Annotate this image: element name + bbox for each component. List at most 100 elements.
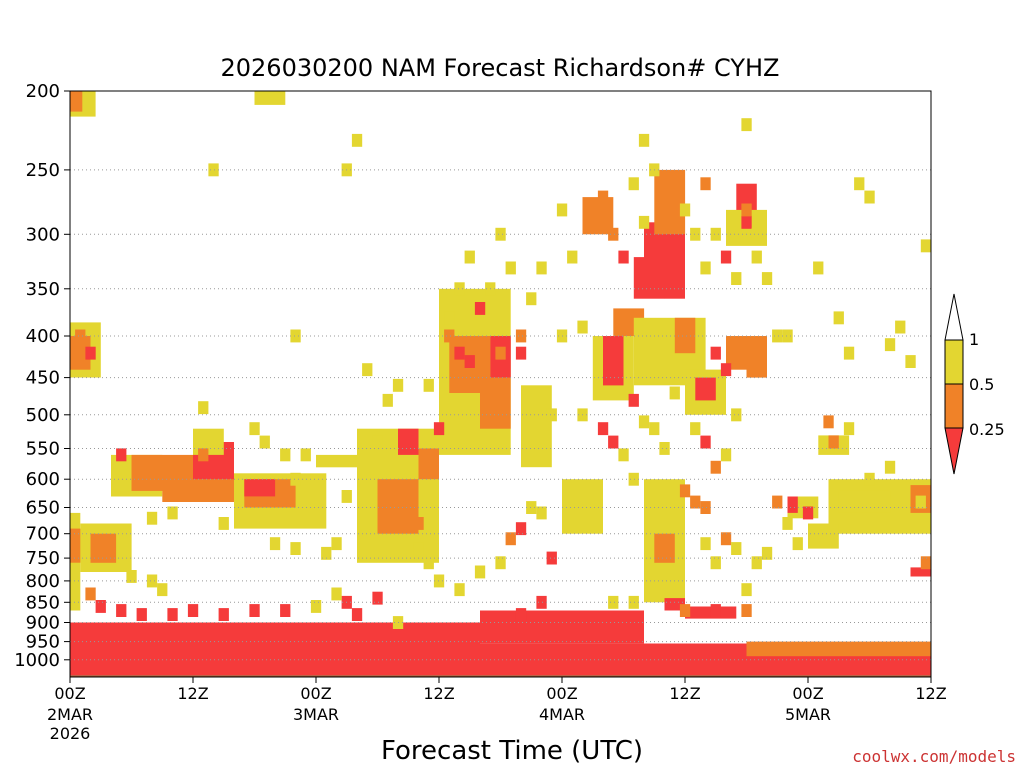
heatmap-cell-red: [608, 435, 619, 449]
heatmap-cell-red: [116, 448, 127, 462]
x-tick-label: 00Z: [300, 684, 331, 703]
heatmap-cell-yellow: [464, 250, 475, 264]
heatmap-cell-red: [700, 435, 711, 449]
heatmap-region-red: [695, 377, 716, 401]
legend-swatch-red: [944, 427, 964, 475]
y-tick-label: 300: [26, 224, 60, 245]
heatmap-cell-orange: [772, 495, 783, 509]
heatmap-region-orange: [70, 336, 91, 370]
legend-label: 0.5: [969, 375, 994, 394]
heatmap-cell-red: [536, 595, 547, 609]
heatmap-cell-yellow: [423, 378, 434, 392]
heatmap-cell-yellow: [782, 329, 793, 343]
heatmap-cell-yellow: [690, 422, 701, 436]
heatmap-cell-red: [85, 346, 96, 360]
legend-label: 1: [969, 330, 979, 349]
x-tick-label: 12Z: [915, 684, 946, 703]
heatmap-cell-yellow: [126, 570, 137, 583]
heatmap-cell-yellow: [321, 546, 332, 560]
heatmap-region-orange: [828, 435, 839, 449]
heatmap-cell-yellow: [331, 587, 342, 601]
credit-text: coolwx.com/models: [852, 747, 1016, 766]
heatmap-cell-yellow: [526, 292, 537, 306]
heatmap-cell-yellow: [372, 435, 383, 449]
x-tick-label: 12Z: [177, 684, 208, 703]
heatmap-cell-orange: [597, 190, 609, 204]
heatmap-cell-yellow: [761, 546, 773, 560]
heatmap-cell-yellow: [310, 600, 322, 613]
y-tick-label: 550: [26, 439, 60, 460]
heatmap-cell-yellow: [505, 261, 516, 275]
heatmap-cell-yellow: [710, 227, 721, 241]
heatmap-region-red: [664, 598, 685, 611]
heatmap-cell-yellow: [536, 261, 547, 275]
heatmap-cell-yellow: [280, 448, 291, 462]
heatmap-cell-yellow: [761, 272, 773, 285]
heatmap-cell-yellow: [659, 442, 670, 455]
heatmap-region-orange: [674, 317, 696, 354]
y-tick-label: 400: [26, 326, 60, 347]
heatmap-cell-yellow: [208, 163, 219, 177]
heatmap-cell-orange: [720, 532, 732, 546]
heatmap-cell-yellow: [731, 272, 742, 285]
y-tick-label: 750: [26, 548, 60, 569]
heatmap-region-orange: [418, 448, 439, 480]
x-axis-label: Forecast Time (UTC): [381, 736, 643, 766]
heatmap-cell-yellow: [628, 472, 639, 486]
heatmap-cell-red: [280, 604, 291, 617]
heatmap-cell-yellow: [772, 329, 783, 343]
heatmap-cell-yellow: [884, 460, 896, 474]
heatmap-cell-yellow: [341, 490, 352, 503]
heatmap-cell-red: [167, 608, 178, 621]
heatmap-cell-yellow: [249, 422, 260, 436]
heatmap-cell-red: [720, 250, 732, 264]
heatmap-cell-orange: [710, 460, 721, 474]
y-tick-label: 650: [26, 498, 60, 519]
heatmap-cell-orange: [700, 501, 711, 514]
chart-title: 2026030200 NAM Forecast Richardson# CYHZ: [221, 54, 780, 82]
heatmap-cell-yellow: [792, 537, 803, 551]
heatmap-cell-yellow: [157, 583, 168, 597]
heatmap-cell-yellow: [331, 537, 342, 551]
heatmap-cell-yellow: [392, 378, 404, 392]
heatmap-cell-yellow: [300, 448, 311, 462]
x-tick-date: 5MAR: [785, 705, 831, 724]
heatmap-cell-yellow: [920, 239, 932, 253]
heatmap-cell-red: [628, 393, 639, 407]
heatmap-cell-yellow: [710, 556, 721, 570]
heatmap-region-yellow: [808, 523, 839, 549]
y-tick-label: 700: [26, 524, 60, 545]
heatmap-cell-red: [116, 604, 127, 617]
x-tick-date: 2MAR: [47, 705, 93, 724]
heatmap-cell-yellow: [720, 448, 732, 462]
y-tick-label: 800: [26, 571, 60, 592]
heatmap-region-orange: [480, 377, 511, 429]
y-tick-label: 450: [26, 368, 60, 389]
heatmap-cell-yellow: [864, 190, 875, 204]
heatmap-cell-yellow: [690, 227, 701, 241]
heatmap-cell-yellow: [669, 386, 680, 400]
y-tick-label: 250: [26, 160, 60, 181]
heatmap-cell-yellow: [782, 517, 793, 530]
heatmap-cell-yellow: [382, 393, 393, 407]
heatmap-cell-yellow: [495, 227, 506, 241]
ground-strip: [70, 675, 931, 677]
heatmap-cell-orange: [515, 329, 527, 343]
heatmap-cells: [70, 91, 932, 676]
heatmap-cell-yellow: [351, 133, 363, 147]
heatmap-cell-yellow: [290, 542, 301, 555]
heatmap-cell-yellow: [741, 583, 752, 597]
heatmap-cell-yellow: [577, 320, 588, 334]
heatmap-cell-yellow: [843, 422, 855, 436]
heatmap-cell-red: [710, 346, 721, 360]
heatmap-region-yellow: [562, 479, 603, 534]
y-tick-label: 950: [26, 632, 60, 653]
heatmap-region-orange: [654, 533, 675, 563]
heatmap-cell-orange: [823, 415, 834, 429]
heatmap-cell-red: [136, 608, 147, 621]
heatmap-cell-red: [249, 604, 260, 617]
heatmap-cell-orange: [679, 484, 691, 498]
heatmap-cell-orange: [700, 177, 711, 191]
